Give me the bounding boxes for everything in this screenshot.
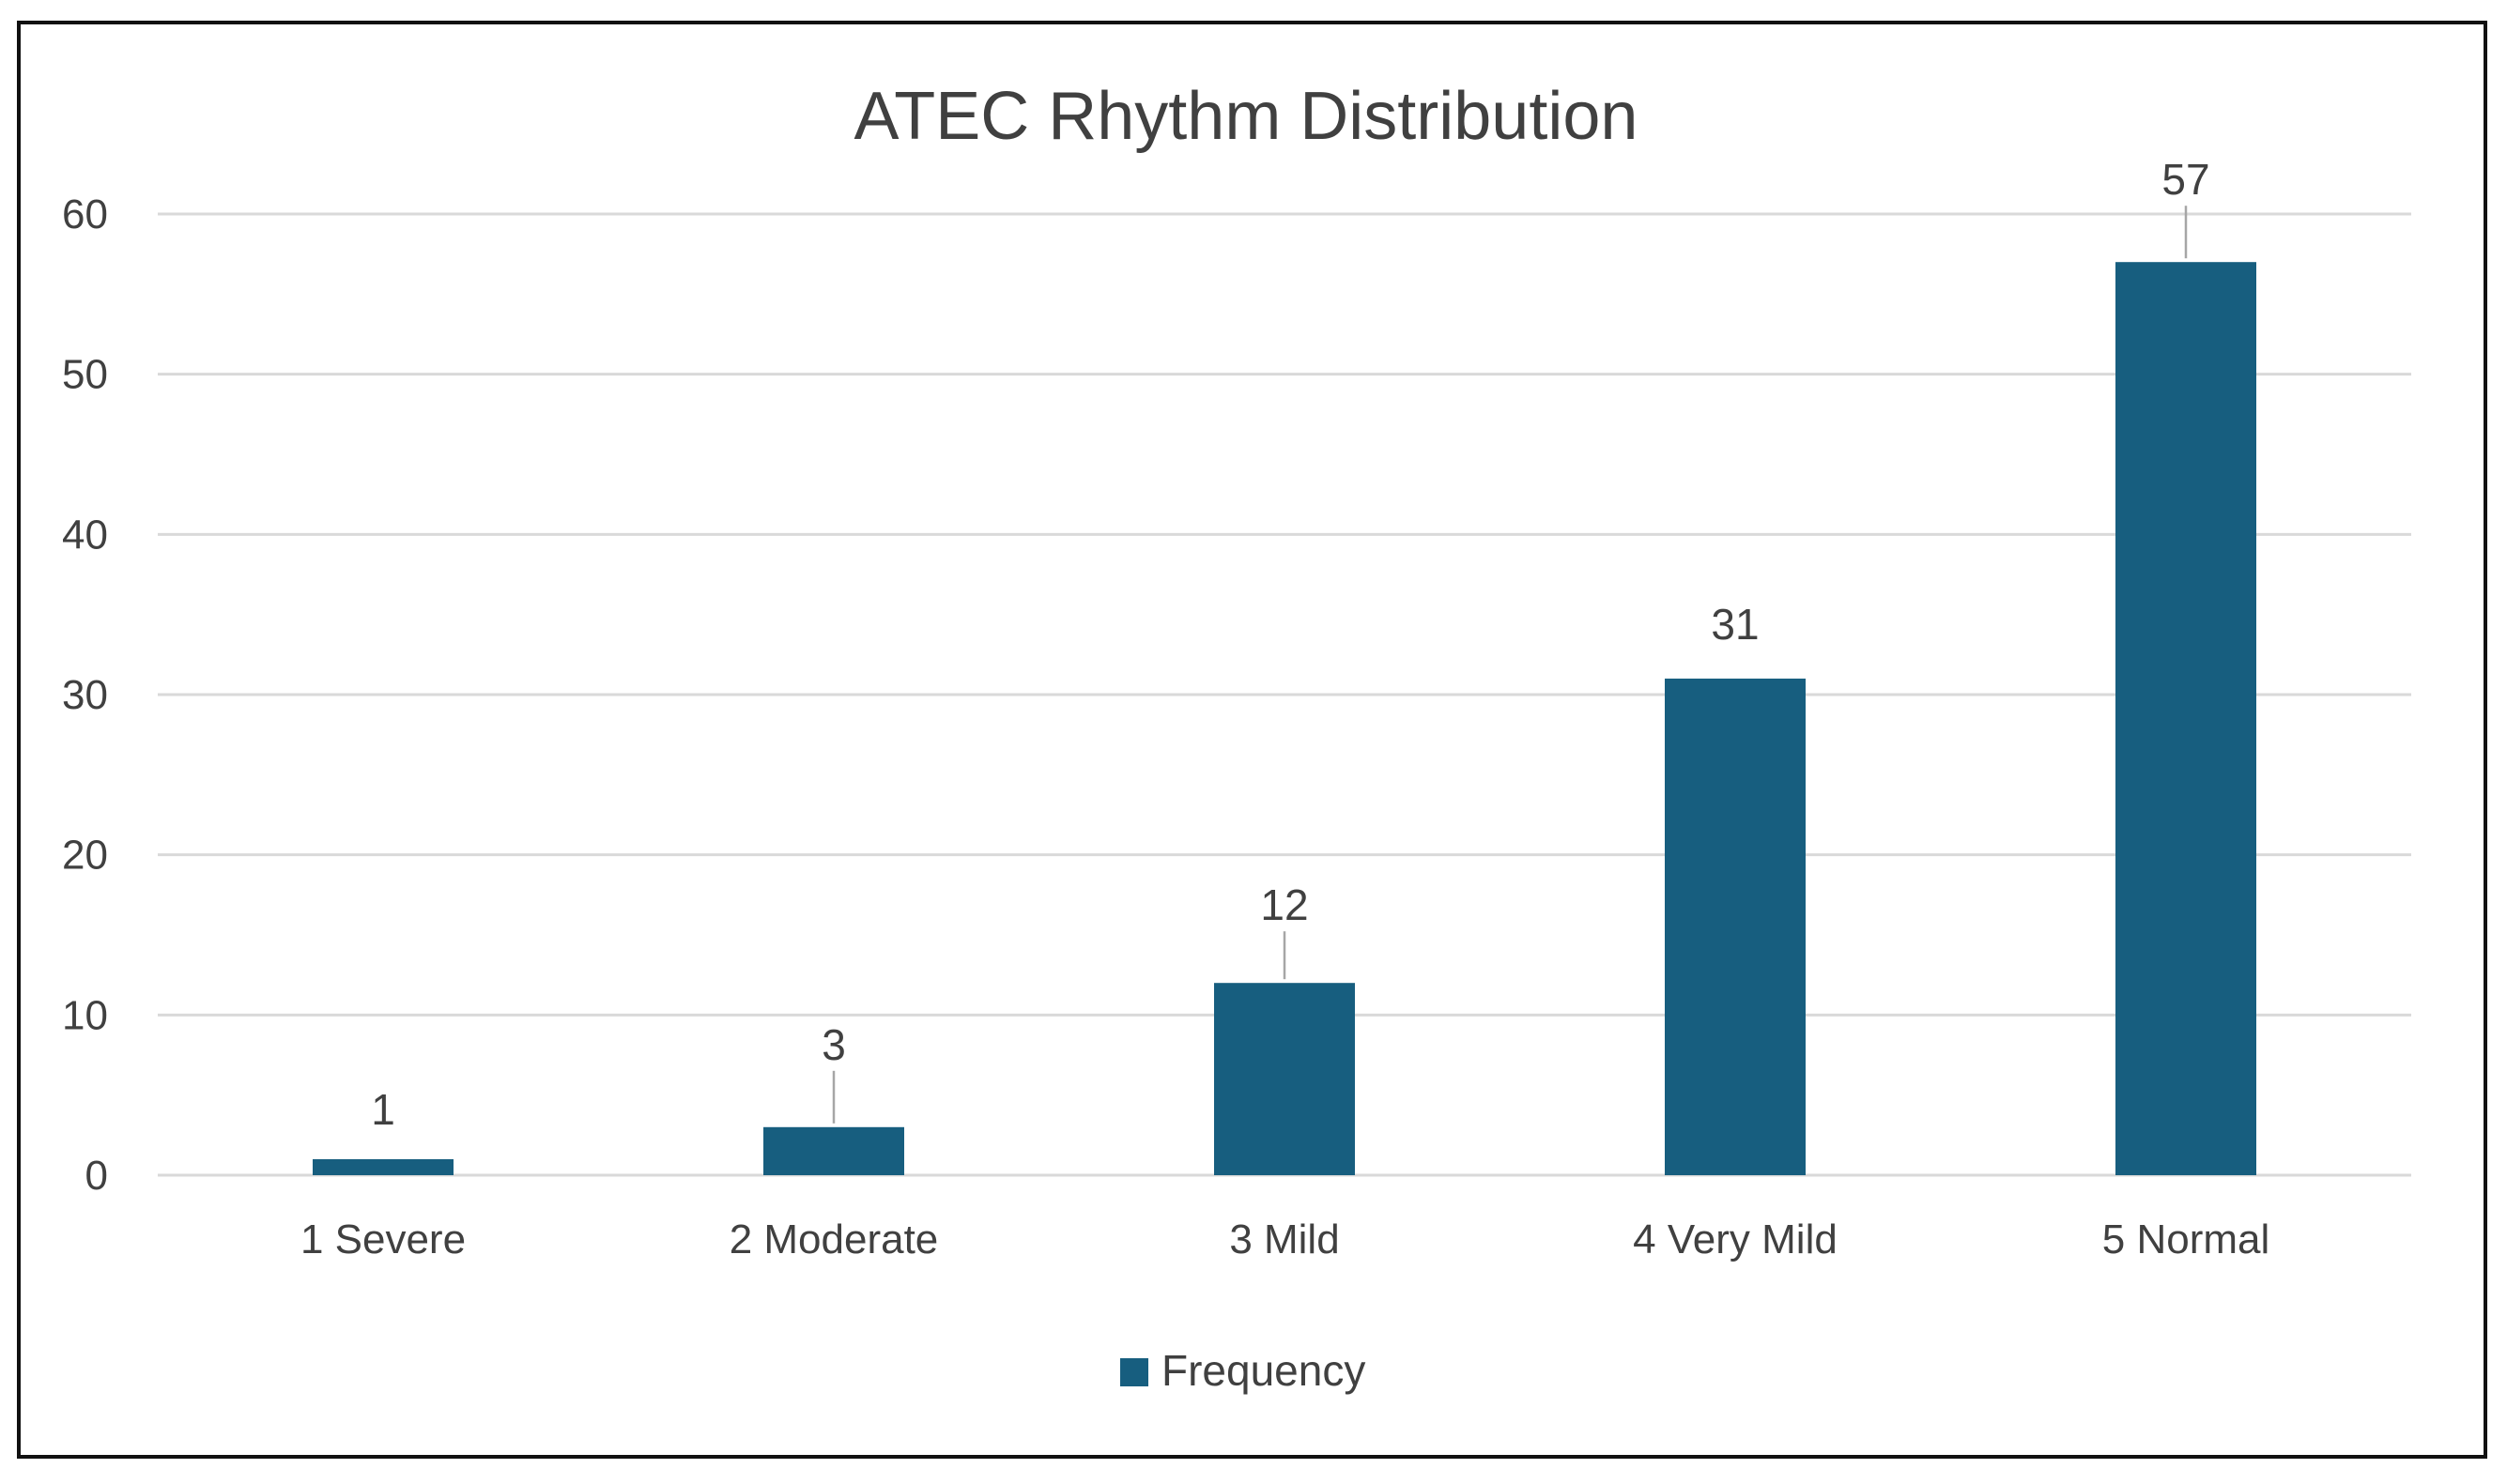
y-axis-tick-labels: 0 10 20 30 40 50 60 xyxy=(62,191,108,1199)
data-label: 3 xyxy=(822,1020,846,1069)
x-category-label: 4 Very Mild xyxy=(1633,1216,1838,1262)
y-tick-label: 10 xyxy=(62,992,108,1038)
chart-frame xyxy=(17,21,2487,1459)
bar xyxy=(1665,678,1806,1175)
y-tick-label: 0 xyxy=(85,1153,108,1199)
bar xyxy=(1214,983,1355,1175)
legend-label-frequency: Frequency xyxy=(1161,1346,1365,1395)
data-label-leader-lines xyxy=(832,206,2188,1124)
bar xyxy=(313,1158,454,1175)
bar xyxy=(763,1126,904,1175)
legend: Frequency xyxy=(1120,1346,1365,1395)
x-category-label: 2 Moderate xyxy=(730,1216,939,1262)
x-category-label: 3 Mild xyxy=(1229,1216,1339,1262)
y-tick-label: 40 xyxy=(62,512,108,558)
data-labels: 1 3 12 31 57 xyxy=(371,155,2209,1134)
x-axis-category-labels: 1 Severe 2 Moderate 3 Mild 4 Very Mild 5 Nor… xyxy=(300,1216,2269,1262)
x-category-label: 5 Normal xyxy=(2102,1216,2270,1262)
legend-swatch xyxy=(1120,1358,1148,1386)
data-label: 57 xyxy=(2161,155,2209,204)
y-tick-label: 30 xyxy=(62,672,108,718)
bar xyxy=(2115,262,2256,1175)
y-tick-label: 50 xyxy=(62,352,108,398)
chart-title: ATEC Rhythm Distribution xyxy=(854,79,1638,154)
gridlines xyxy=(158,212,2411,1177)
y-tick-label: 20 xyxy=(62,833,108,879)
data-label: 31 xyxy=(1711,600,1759,649)
bars xyxy=(313,262,2256,1175)
y-tick-label: 60 xyxy=(62,191,108,237)
data-label: 1 xyxy=(371,1085,395,1134)
data-label: 12 xyxy=(1260,880,1308,929)
x-category-label: 1 Severe xyxy=(300,1216,466,1262)
